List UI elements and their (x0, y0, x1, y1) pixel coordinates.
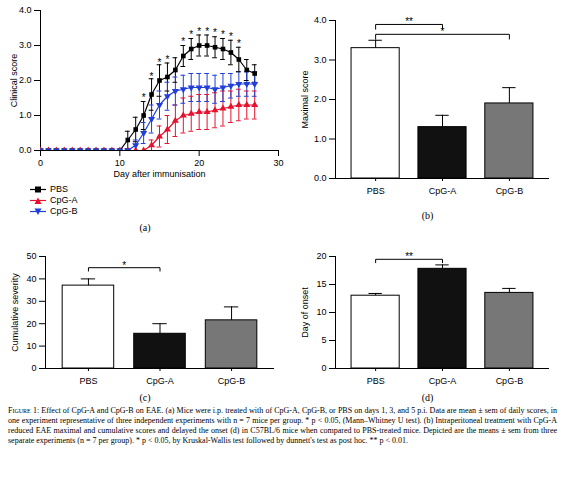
svg-text:3.0: 3.0 (19, 40, 32, 50)
html-text:(a): (a) (139, 222, 151, 233)
svg-text:Clinical score: Clinical score (9, 54, 19, 108)
html-text:CpG-B: CpG-B (50, 206, 78, 216)
svg-text:15: 15 (316, 279, 326, 289)
svg-text:5: 5 (321, 335, 326, 345)
svg-text:CpG-A: CpG-A (429, 186, 457, 196)
svg-text:Day of onset: Day of onset (300, 287, 310, 338)
svg-text:0: 0 (321, 363, 326, 373)
svg-text:**: ** (405, 16, 413, 27)
svg-text:30: 30 (26, 296, 36, 306)
svg-text:*: * (205, 26, 209, 37)
svg-text:Day after immunisation: Day after immunisation (113, 169, 205, 179)
svg-text:CpG-A: CpG-A (146, 376, 174, 386)
svg-text:40: 40 (26, 274, 36, 284)
svg-text:20: 20 (316, 251, 326, 261)
svg-text:Cumulative severity: Cumulative severity (10, 273, 20, 352)
svg-text:*: * (181, 36, 185, 47)
svg-text:*: * (142, 92, 146, 103)
svg-text:0: 0 (38, 158, 43, 168)
svg-text:CpG-A: CpG-A (429, 376, 457, 386)
svg-text:4.0: 4.0 (19, 5, 32, 15)
html-text:(b): (b) (421, 210, 434, 221)
svg-text:3.0: 3.0 (314, 55, 327, 65)
svg-text:0: 0 (31, 363, 36, 373)
svg-text:0.0: 0.0 (19, 145, 32, 155)
svg-text:1.0: 1.0 (314, 134, 327, 144)
svg-text:*: * (237, 38, 241, 49)
html-text:CpG-A: CpG-A (50, 195, 78, 205)
svg-text:10: 10 (316, 307, 326, 317)
html-text:PBS: PBS (50, 184, 68, 194)
svg-text:20: 20 (194, 158, 204, 168)
svg-text:CpG-B: CpG-B (496, 376, 524, 386)
svg-text:**: ** (405, 251, 413, 262)
svg-text:*: * (158, 57, 162, 68)
svg-text:0.0: 0.0 (314, 173, 327, 183)
svg-text:*: * (441, 26, 445, 37)
svg-text:*: * (122, 260, 126, 271)
svg-text:CpG-B: CpG-B (218, 376, 246, 386)
svg-text:*: * (213, 27, 217, 38)
svg-text:2.0: 2.0 (19, 75, 32, 85)
svg-text:*: * (189, 29, 193, 40)
svg-text:CpG-B: CpG-B (496, 186, 524, 196)
svg-text:*: * (150, 71, 154, 82)
svg-text:PBS: PBS (367, 376, 385, 386)
svg-text:*: * (165, 54, 169, 65)
svg-text:PBS: PBS (367, 186, 385, 196)
svg-text:20: 20 (26, 319, 36, 329)
svg-text:4.0: 4.0 (314, 15, 327, 25)
svg-text:*: * (221, 29, 225, 40)
svg-text:30: 30 (273, 158, 283, 168)
svg-text:Maximal score: Maximal score (300, 70, 310, 128)
html-text:(c): (c) (139, 392, 151, 403)
svg-text:2.0: 2.0 (314, 94, 327, 104)
svg-text:*: * (229, 31, 233, 42)
svg-text:10: 10 (26, 341, 36, 351)
svg-text:1.0: 1.0 (19, 110, 32, 120)
svg-text:*: * (197, 26, 201, 37)
svg-text:50: 50 (26, 251, 36, 261)
svg-text:PBS: PBS (79, 376, 97, 386)
svg-text:10: 10 (115, 158, 125, 168)
html-text:(d): (d) (421, 392, 434, 403)
html-text:Figure 1: Effect of CpG-A and: Figure 1: Effect of CpG-A and CpG-B on E… (8, 406, 557, 445)
